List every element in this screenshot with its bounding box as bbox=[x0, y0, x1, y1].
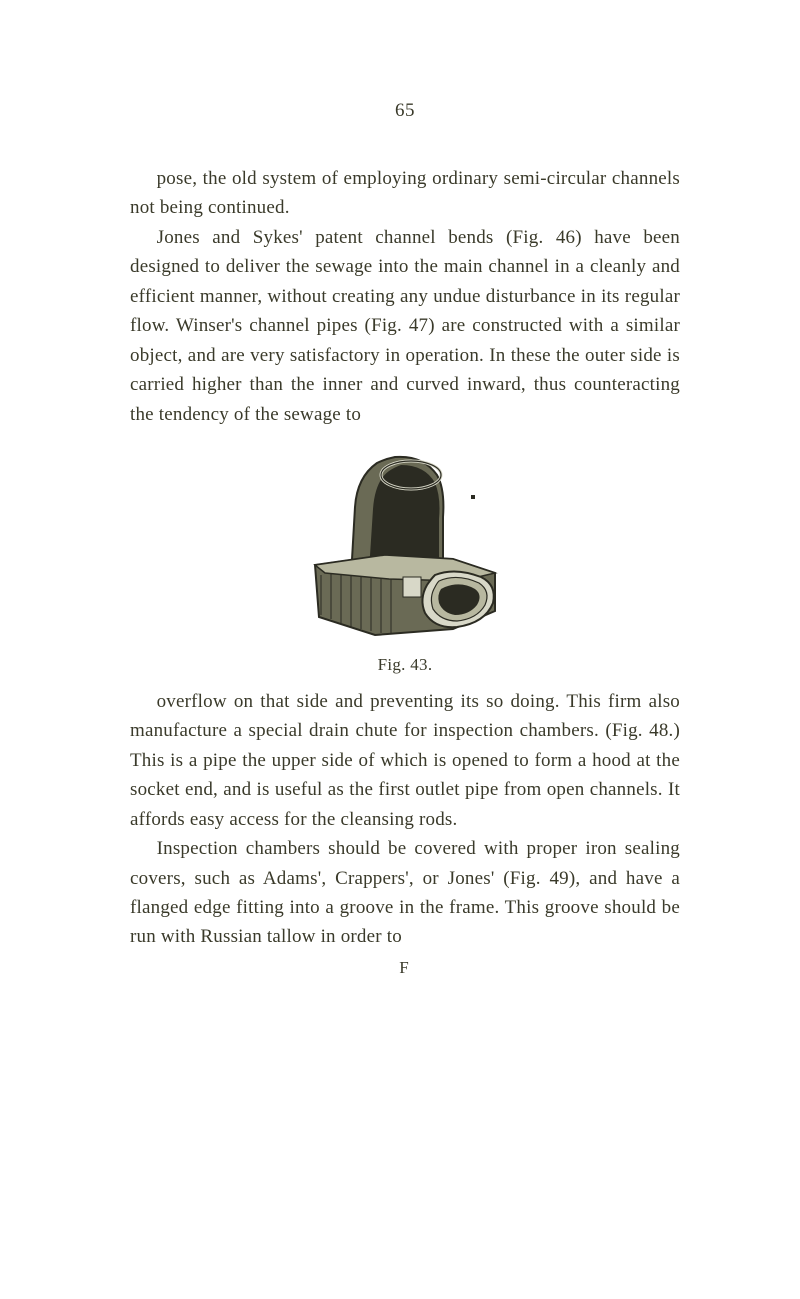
figure-43: Fig. 43. bbox=[130, 447, 680, 675]
body-text-block-1: pose, the old system of employing ordina… bbox=[130, 164, 680, 429]
figure-43-illustration bbox=[285, 447, 525, 647]
figure-caption: Fig. 43. bbox=[130, 655, 680, 675]
paragraph-4: Inspection chambers should be covered wi… bbox=[130, 834, 680, 952]
paragraph-1: pose, the old system of employing ordina… bbox=[130, 164, 680, 223]
paragraph-3: overflow on that side and preventing its… bbox=[130, 687, 680, 834]
signature-mark: F bbox=[130, 958, 680, 978]
document-page: 65 pose, the old system of employing ord… bbox=[0, 0, 800, 1299]
body-text-block-2: overflow on that side and preventing its… bbox=[130, 687, 680, 952]
paragraph-2: Jones and Sykes' patent channel bends (F… bbox=[130, 223, 680, 429]
page-number: 65 bbox=[130, 100, 680, 122]
